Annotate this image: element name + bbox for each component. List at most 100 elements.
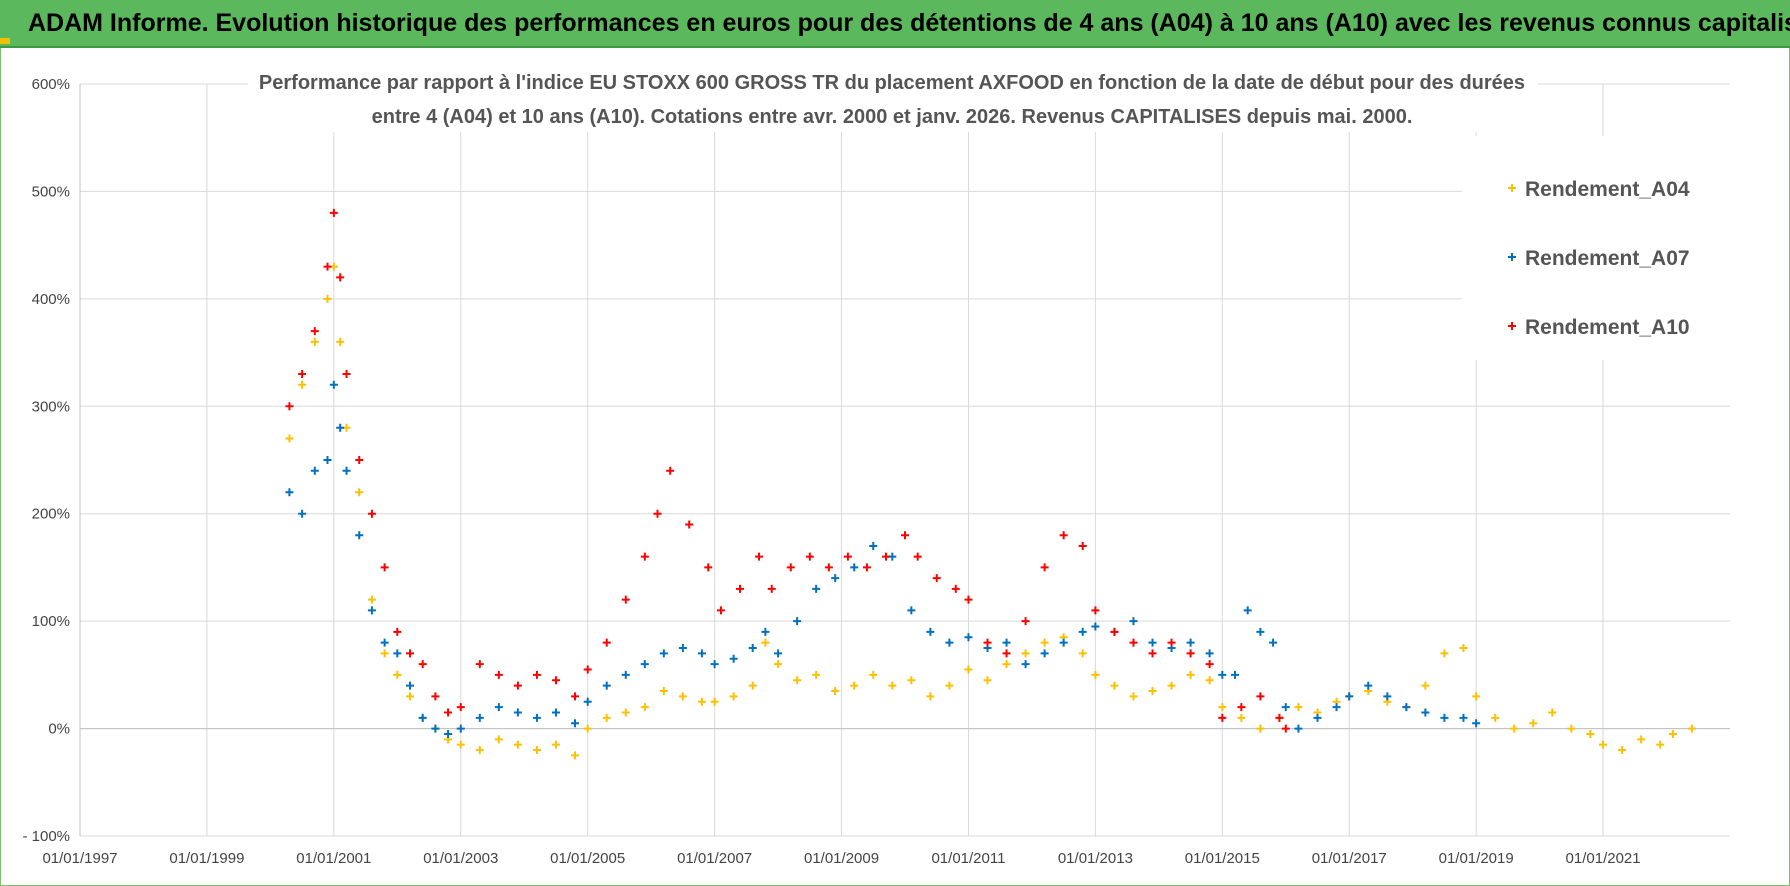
x-tick-label: 01/01/1997 xyxy=(42,850,117,867)
data-point xyxy=(729,692,738,701)
banner-title-text: ADAM Informe. Evolution historique des p… xyxy=(28,9,1790,37)
data-point xyxy=(551,740,560,749)
data-point xyxy=(1186,670,1195,679)
data-point xyxy=(1586,729,1595,738)
x-tick-label: 01/01/2007 xyxy=(677,850,752,867)
x-tick-label: 01/01/2003 xyxy=(423,850,498,867)
data-point xyxy=(1186,638,1195,647)
legend: Rendement_A04 Rendement_A07 Rendement_A10 xyxy=(1462,136,1730,360)
data-point xyxy=(367,606,376,615)
data-point xyxy=(532,670,541,679)
data-point xyxy=(888,681,897,690)
data-point xyxy=(1148,649,1157,658)
data-point xyxy=(336,273,345,282)
data-point xyxy=(475,713,484,722)
data-point xyxy=(1383,692,1392,701)
data-point xyxy=(736,584,744,593)
y-tick-label: 200% xyxy=(32,506,70,523)
data-point xyxy=(812,584,821,593)
data-point xyxy=(1167,638,1176,647)
data-point xyxy=(583,665,592,674)
data-point xyxy=(964,595,973,604)
data-point xyxy=(355,531,364,540)
data-point xyxy=(418,713,427,722)
data-point xyxy=(1205,660,1214,669)
data-point xyxy=(1332,703,1341,712)
data-point xyxy=(1218,670,1227,679)
data-point xyxy=(1002,660,1011,669)
data-point xyxy=(1110,627,1119,636)
data-point xyxy=(380,649,389,658)
legend-label: Rendement_A07 xyxy=(1525,247,1690,270)
data-point xyxy=(850,563,859,572)
legend-marker xyxy=(1508,184,1516,192)
data-point xyxy=(710,697,719,706)
series-Rendement_A07 xyxy=(285,380,1481,738)
data-point xyxy=(812,670,821,679)
data-point xyxy=(1059,531,1068,540)
data-point xyxy=(1599,740,1608,749)
series-Rendement_A04 xyxy=(285,262,1696,760)
data-point xyxy=(532,746,541,755)
data-point xyxy=(1205,676,1214,685)
data-point xyxy=(1618,746,1627,755)
data-point xyxy=(774,660,783,669)
data-point xyxy=(1205,649,1214,658)
data-point xyxy=(285,488,294,497)
x-tick-label: 01/01/2013 xyxy=(1058,850,1133,867)
data-point xyxy=(1440,713,1449,722)
data-point xyxy=(380,638,389,647)
data-point xyxy=(697,649,706,658)
data-point xyxy=(1440,649,1449,658)
plot-area xyxy=(80,84,1730,836)
data-point xyxy=(1510,724,1519,733)
data-point xyxy=(659,649,668,658)
data-point xyxy=(697,697,706,706)
data-point xyxy=(1186,649,1195,658)
data-point xyxy=(926,627,935,636)
data-point xyxy=(1231,670,1239,679)
data-point xyxy=(1040,649,1049,658)
data-point xyxy=(583,724,592,733)
data-point xyxy=(1040,638,1049,647)
data-point xyxy=(983,638,992,647)
data-point xyxy=(805,552,814,561)
legend-label: Rendement_A10 xyxy=(1525,316,1690,339)
data-point xyxy=(342,466,351,475)
data-point xyxy=(621,708,630,717)
banner-corner-mark xyxy=(0,38,10,44)
data-point xyxy=(1294,703,1303,712)
data-point xyxy=(494,735,503,744)
data-point xyxy=(729,654,738,663)
data-point xyxy=(298,509,307,518)
banner-title: ADAM Informe. Evolution historique des p… xyxy=(0,0,1790,48)
data-point xyxy=(602,638,611,647)
data-point xyxy=(1002,638,1011,647)
data-point xyxy=(406,681,414,690)
data-point xyxy=(1148,686,1157,695)
data-point xyxy=(602,713,611,722)
data-point xyxy=(1364,681,1373,690)
data-point xyxy=(551,708,560,717)
data-point xyxy=(1167,681,1176,690)
data-point xyxy=(1313,713,1322,722)
data-point xyxy=(583,697,592,706)
data-point xyxy=(475,746,484,755)
data-point xyxy=(355,488,364,497)
data-point xyxy=(653,509,662,518)
x-tick-label: 01/01/2015 xyxy=(1185,850,1260,867)
data-point xyxy=(393,627,402,636)
data-point xyxy=(551,676,560,685)
data-point xyxy=(907,676,916,685)
x-tick-label: 01/01/2005 xyxy=(550,850,625,867)
data-point xyxy=(571,692,579,701)
data-point xyxy=(793,676,802,685)
data-point xyxy=(1421,708,1430,717)
legend-label: Rendement_A04 xyxy=(1525,178,1690,201)
data-point xyxy=(444,729,453,738)
data-point xyxy=(393,649,402,658)
data-point xyxy=(983,676,992,685)
data-point xyxy=(1548,708,1557,717)
y-tick-label: - 100% xyxy=(22,828,70,845)
